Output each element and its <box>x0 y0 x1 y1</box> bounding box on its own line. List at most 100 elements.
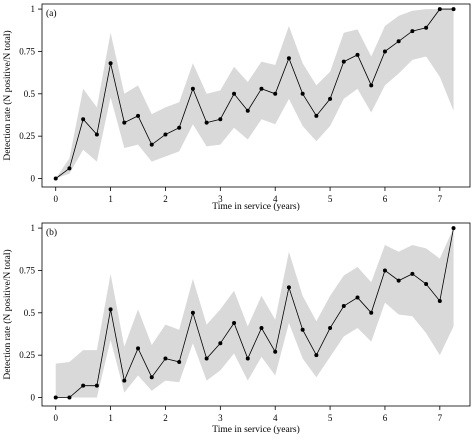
panel-label: (b) <box>46 227 57 238</box>
confidence-band <box>55 9 454 179</box>
data-point <box>437 298 442 303</box>
data-point <box>94 132 99 137</box>
data-point <box>81 117 86 122</box>
data-point <box>424 25 429 30</box>
data-point <box>122 378 127 383</box>
y-axis-label: Detection rate (N positive/N total) <box>2 30 13 160</box>
data-point <box>259 86 264 91</box>
y-tick-label: 1 <box>31 4 36 14</box>
data-point <box>314 353 319 358</box>
data-point <box>396 278 401 283</box>
y-tick-label: 0.5 <box>24 89 36 99</box>
plot-frame <box>41 3 471 188</box>
data-point <box>67 166 72 171</box>
data-point <box>273 349 278 354</box>
data-point <box>245 356 250 361</box>
data-point <box>451 226 456 231</box>
y-tick-label: 0 <box>31 174 36 184</box>
x-tick-label: 6 <box>383 194 388 204</box>
data-point <box>341 304 346 309</box>
data-point <box>232 91 237 96</box>
series-line <box>55 8 454 179</box>
y-tick-label: 1 <box>31 223 36 233</box>
data-point <box>108 61 113 66</box>
confidence-band <box>55 228 454 398</box>
y-tick-label: 0 <box>31 393 36 403</box>
x-axis-label: Time in service (years) <box>212 201 300 212</box>
y-axis-label: Detection rate (N positive/N total) <box>2 249 13 379</box>
x-tick-label: 2 <box>163 413 168 423</box>
data-point <box>369 83 374 88</box>
data-point <box>314 113 319 118</box>
x-tick-label: 6 <box>383 413 388 423</box>
x-tick-label: 4 <box>273 413 278 423</box>
data-point <box>410 271 415 276</box>
data-point <box>149 142 154 147</box>
data-point <box>81 383 86 388</box>
data-point <box>53 176 58 181</box>
x-axis-label: Time in service (years) <box>212 424 300 435</box>
x-tick-label: 7 <box>438 413 443 423</box>
data-point <box>437 7 442 12</box>
data-point <box>108 307 113 312</box>
data-point <box>122 120 127 125</box>
data-point <box>410 29 415 34</box>
x-tick-label: 4 <box>273 194 278 204</box>
panel-a: 0 1 2 3 4 5 6 7 0 0.25 0.5 0.75 1 (a) Time in service … <box>2 3 471 212</box>
data-point <box>328 96 333 101</box>
data-point <box>204 356 209 361</box>
x-tick-label: 5 <box>328 413 333 423</box>
y-tick-label: 0.75 <box>19 46 35 56</box>
data-point <box>149 375 154 380</box>
data-point <box>163 356 168 361</box>
data-point <box>204 120 209 125</box>
series-line <box>55 228 454 398</box>
panel-label: (a) <box>46 8 57 19</box>
data-point <box>286 285 291 290</box>
data-point <box>190 310 195 315</box>
data-point <box>355 295 360 300</box>
x-tick-label: 0 <box>53 194 58 204</box>
data-point <box>177 125 182 130</box>
data-point <box>396 39 401 44</box>
data-point <box>94 383 99 388</box>
data-point <box>328 326 333 331</box>
x-tick-label: 3 <box>218 413 223 423</box>
data-point <box>245 108 250 113</box>
data-point <box>177 359 182 364</box>
plot-frame <box>41 222 471 407</box>
data-point <box>300 327 305 332</box>
data-point <box>232 320 237 325</box>
x-tick-label: 3 <box>218 194 223 204</box>
data-point <box>286 56 291 61</box>
x-tick-label: 1 <box>108 413 113 423</box>
data-point <box>341 59 346 64</box>
data-point <box>369 310 374 315</box>
data-point <box>136 346 141 351</box>
y-tick-label: 0.75 <box>19 265 35 275</box>
y-tick-label: 0.25 <box>19 350 35 360</box>
data-point <box>259 326 264 331</box>
panel-b: 0 1 2 3 4 5 6 7 0 0.25 0.5 0.75 1 (b) Time in service … <box>2 222 471 435</box>
data-point <box>451 7 456 12</box>
x-tick-label: 7 <box>438 194 443 204</box>
y-tick-label: 0.5 <box>24 308 36 318</box>
data-point <box>424 282 429 286</box>
data-point <box>382 49 387 54</box>
data-point <box>218 117 223 122</box>
y-tick-label: 0.25 <box>19 131 35 141</box>
data-point <box>136 113 141 118</box>
data-point <box>382 268 387 273</box>
data-point <box>190 86 195 91</box>
data-point <box>163 132 168 137</box>
data-point <box>67 395 72 400</box>
data-point <box>355 52 360 57</box>
data-point <box>218 341 223 346</box>
x-tick-label: 0 <box>53 413 58 423</box>
x-tick-label: 2 <box>163 194 168 204</box>
data-point <box>273 91 278 96</box>
data-point <box>300 91 305 96</box>
data-point <box>53 395 58 400</box>
